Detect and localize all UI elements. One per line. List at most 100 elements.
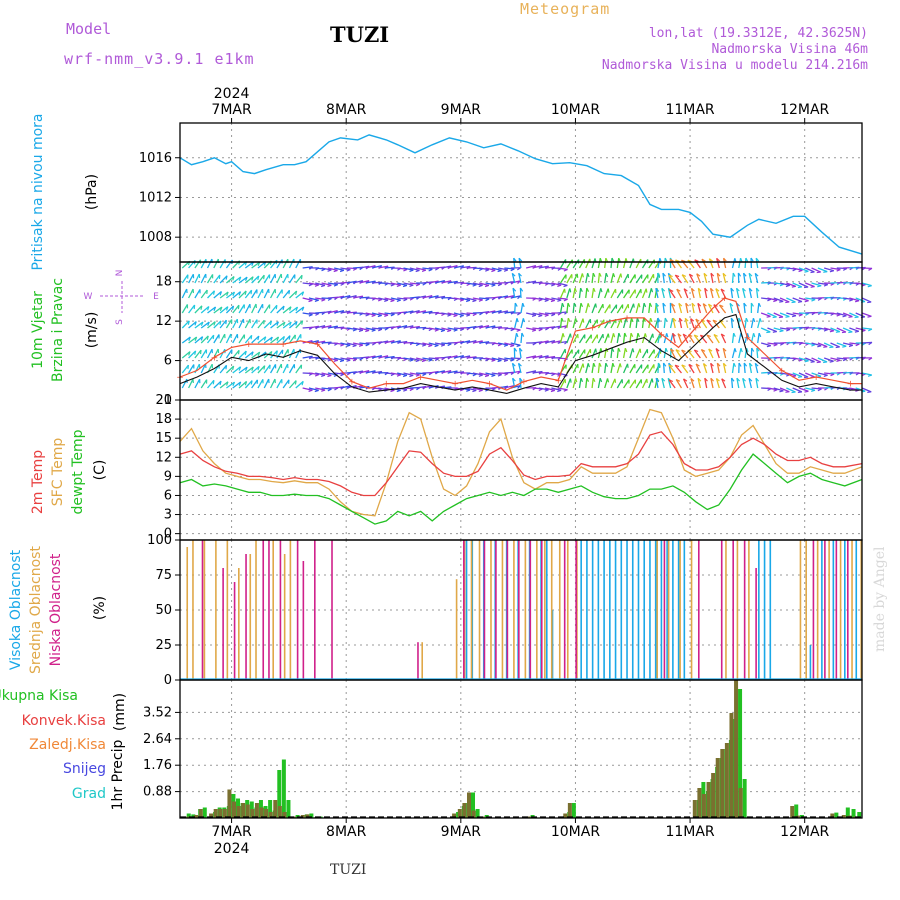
wind-barb — [321, 357, 332, 361]
wind-barb — [194, 336, 204, 344]
wind-barb-head — [188, 336, 191, 341]
wind-barb-head — [675, 378, 681, 382]
precip-total-bar — [470, 792, 475, 818]
wind-barb — [551, 297, 562, 301]
wind-barb-head — [823, 346, 828, 348]
wind-barb — [572, 273, 578, 284]
y-tick-label: 0 — [164, 527, 172, 542]
wind-barb — [276, 259, 283, 269]
wind-barb — [340, 295, 351, 299]
wind-barb-head — [704, 287, 708, 292]
wind-barb — [690, 378, 695, 389]
wind-barb — [428, 357, 439, 360]
wind-barb-head — [823, 374, 828, 378]
wind-barb — [623, 273, 629, 284]
panel-frame — [179, 399, 863, 541]
wind-barb-head — [652, 333, 654, 338]
wind-barb-head — [244, 290, 247, 295]
wind-barb — [622, 258, 627, 269]
wind-barb — [308, 282, 319, 286]
wind-barb — [200, 321, 210, 329]
wind-barb — [213, 274, 221, 284]
wind-barb — [690, 318, 695, 329]
precip-total-bar — [834, 812, 839, 818]
gust-marker: + — [554, 376, 562, 386]
wind-barb-head — [531, 329, 537, 332]
wind-barb-head — [557, 389, 562, 393]
wind-barb — [667, 288, 672, 299]
wind-barb-head — [687, 259, 692, 263]
x-tick-label-bottom: 7MAR — [211, 824, 252, 840]
wind-barb-head — [327, 269, 332, 272]
wind-barb — [629, 379, 636, 389]
precip-conv-bar — [232, 801, 237, 818]
wind-barb-head — [538, 298, 543, 302]
wind-barb-head — [645, 288, 648, 293]
wind-barb — [188, 350, 197, 359]
wind-barb-head — [650, 288, 654, 293]
wind-barb — [308, 297, 319, 301]
wind-barb-head — [315, 312, 320, 316]
wind-barb — [466, 325, 477, 329]
wind-barb — [823, 357, 834, 362]
wind-barb — [836, 327, 847, 333]
wind-barb — [635, 317, 638, 329]
wind-barb-head — [624, 332, 627, 337]
wind-barb — [597, 272, 601, 284]
wind-barb — [384, 312, 395, 315]
precip-conv-bar — [697, 788, 702, 818]
wind-barb-head — [544, 389, 549, 392]
wind-barb-head — [854, 330, 859, 333]
wind-barb — [181, 320, 190, 329]
wind-barb — [434, 295, 446, 299]
wind-barb-head — [664, 317, 668, 322]
wind-barb — [276, 305, 285, 314]
wind-barb-head — [569, 288, 572, 293]
precip-legend-item: Konvek.Kisa — [22, 713, 106, 729]
wind-barb-head — [300, 275, 303, 280]
wind-barb — [378, 265, 389, 269]
gust-marker: + — [486, 380, 494, 390]
wind-barb — [257, 319, 265, 329]
wind-barb — [510, 280, 521, 284]
wind-barb — [244, 318, 251, 329]
wind-barb — [710, 378, 714, 389]
wind-barb — [629, 318, 633, 329]
wind-barb-head — [232, 365, 235, 371]
wind-barb-head — [517, 385, 521, 389]
wind-barb — [538, 355, 549, 359]
wind-barb-head — [472, 299, 477, 303]
wind-barb — [232, 304, 240, 314]
wind-barb-head — [371, 329, 376, 332]
wind-barb-head — [472, 373, 477, 377]
wind-barb — [710, 363, 714, 374]
wind-barb — [585, 273, 589, 284]
precip-conv-bar — [738, 788, 743, 818]
wind-barb-head — [377, 314, 382, 318]
wind-barb-head — [390, 283, 395, 287]
wind-barb — [823, 267, 834, 272]
wind-barb — [678, 318, 683, 329]
wind-barb-head — [720, 288, 725, 292]
wind-barb — [798, 297, 809, 302]
wind-barb — [722, 363, 727, 374]
wind-barb-head — [755, 377, 760, 382]
wind-barb-head — [811, 344, 816, 347]
wind-barb — [194, 259, 202, 269]
wind-barb — [792, 357, 803, 361]
wind-barb — [773, 312, 784, 318]
wind-barb-head — [513, 257, 517, 262]
wind-barb-head — [517, 295, 521, 300]
wind-barb — [735, 288, 740, 299]
wind-barb-head — [282, 336, 285, 341]
wind-barb — [514, 318, 518, 329]
wind-barb — [597, 362, 601, 374]
wind-barb-head — [736, 377, 741, 382]
wind-barb — [716, 363, 720, 374]
y-tick-label: 3.52 — [143, 705, 172, 720]
wind-barb — [447, 327, 458, 331]
wind-barb — [610, 257, 613, 269]
wind-barb — [219, 381, 229, 389]
wind-barb — [756, 347, 759, 359]
